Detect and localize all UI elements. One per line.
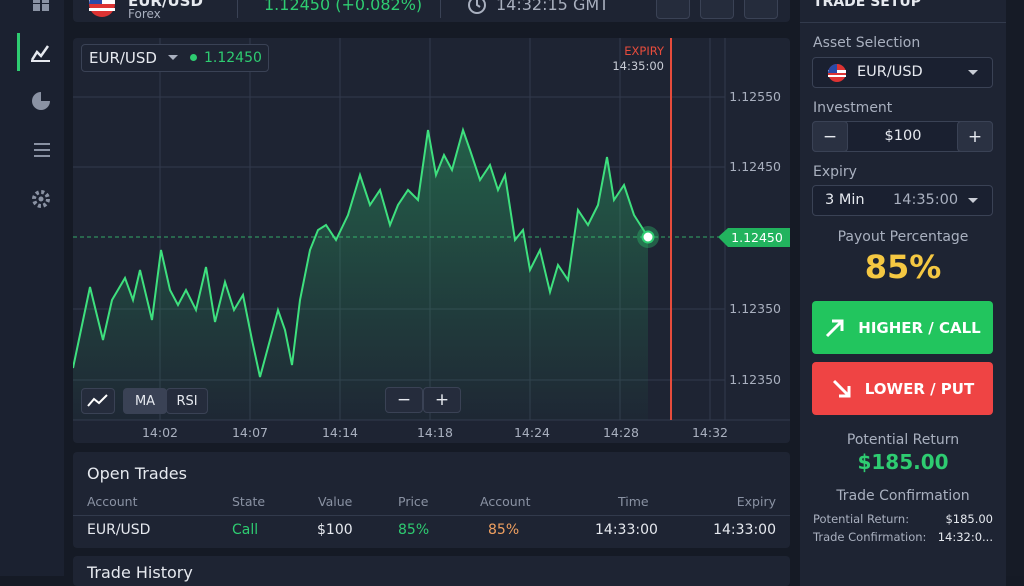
top-market: Forex	[128, 7, 161, 21]
cell: EUR/USD	[87, 522, 151, 538]
cell: Call	[232, 522, 259, 538]
column-header: Price	[398, 494, 429, 509]
trade-setup-panel	[800, 0, 1006, 586]
cell: 14:33:00	[713, 522, 776, 538]
down-arrow-icon	[832, 379, 851, 397]
cell: $100	[317, 522, 353, 538]
higher-call-button[interactable]: HIGHER / CALL	[812, 301, 993, 354]
dropdown-arrow	[968, 198, 978, 203]
payout-value: 85%	[864, 248, 942, 286]
column-header: Expiry	[736, 494, 776, 509]
price-line	[73, 126, 649, 378]
return-value: $185.00	[857, 450, 949, 474]
row-divider	[73, 515, 790, 516]
summary-label: Potential Return:	[813, 512, 910, 526]
scroll-gutter	[1006, 0, 1024, 576]
x-label: 14:07	[232, 425, 268, 440]
payout-label: Payout Percentage	[837, 229, 969, 245]
top-bar	[73, 0, 790, 22]
summary-value: $185.00	[945, 512, 993, 526]
expiry-label: EXPIRY	[624, 44, 665, 58]
return-label: Potential Return	[846, 432, 960, 448]
expiry-label: Expiry	[813, 164, 857, 180]
y-label: 1.12450	[729, 159, 781, 174]
sidebar-icons	[17, 0, 50, 208]
column-header: Time	[618, 494, 649, 509]
y-label: 1.12550	[729, 89, 781, 104]
asset-value: EUR/USD	[857, 64, 923, 80]
expiry-select[interactable]	[812, 185, 993, 216]
sidebar	[0, 0, 64, 576]
ma-button[interactable]: MA	[123, 388, 167, 414]
summary-label: Trade Confirmation:	[813, 530, 927, 544]
cell: 14:33:00	[595, 522, 658, 538]
open-trades-panel	[73, 452, 790, 548]
setup-title: TRADE SETUP	[813, 0, 922, 10]
summary-value: 14:32:0...	[937, 530, 993, 544]
top-time: 14:32:15 GMT	[496, 0, 609, 14]
info-button[interactable]	[744, 0, 778, 19]
fullscreen-button[interactable]	[700, 0, 734, 19]
lower-label: LOWER / PUT	[864, 379, 975, 398]
dropdown-arrow	[168, 55, 178, 60]
price-chart: 1.12450 1.12550 1.12450 1.12350 1.12350 …	[73, 38, 790, 440]
y-label: 1.12350	[729, 301, 781, 316]
divider	[237, 0, 238, 18]
rsi-button[interactable]: RSI	[166, 388, 208, 414]
x-label: 14:02	[142, 425, 178, 440]
clock-icon	[468, 0, 486, 14]
divider	[440, 0, 441, 18]
zoom-in[interactable]: +	[423, 387, 461, 413]
up-arrow-icon	[826, 319, 844, 337]
settings-button[interactable]	[656, 0, 690, 19]
flag-icon	[828, 64, 846, 82]
cell: 85%	[488, 522, 520, 538]
expiry-time: 14:35:00	[893, 192, 959, 208]
column-header: Account	[87, 494, 138, 509]
zoom-out[interactable]: −	[385, 387, 423, 413]
chart-type-button[interactable]	[81, 388, 115, 414]
top-price: 1.12450 (+0.082%)	[264, 0, 423, 14]
y-label: 1.12350	[729, 372, 781, 387]
price-area	[73, 130, 648, 420]
dropdown-arrow	[968, 70, 978, 75]
investment-value: $100	[884, 128, 922, 144]
column-header: State	[232, 494, 266, 509]
x-label: 14:28	[603, 425, 639, 440]
x-label: 14:24	[514, 425, 550, 440]
lower-put-button[interactable]: LOWER / PUT	[812, 362, 993, 415]
x-label: 14:32	[692, 425, 728, 440]
x-label: 14:14	[322, 425, 358, 440]
column-header: Value	[318, 494, 353, 509]
increment-button[interactable]: +	[957, 121, 993, 152]
investment-label: Investment	[813, 100, 893, 116]
current-dot	[641, 230, 655, 244]
column-header: Account	[480, 494, 531, 509]
divider	[800, 22, 1006, 23]
chart-asset: EUR/USD	[89, 49, 157, 67]
trade-history-title: Trade History	[87, 563, 193, 582]
flag-icon	[89, 0, 115, 17]
live-dot	[190, 54, 197, 61]
expiry-duration: 3 Min	[825, 192, 865, 208]
chart-price: 1.12450	[204, 50, 262, 66]
higher-label: HIGHER / CALL	[858, 318, 981, 337]
asset-label: Asset Selection	[813, 35, 921, 51]
top-asset: EUR/USD	[128, 0, 203, 10]
open-trades-title: Open Trades	[87, 464, 187, 483]
decrement-button[interactable]: −	[812, 121, 848, 152]
cell: 85%	[398, 522, 430, 538]
current-price-tag	[718, 228, 790, 247]
expiry-time: 14:35:00	[612, 59, 664, 73]
x-label: 14:18	[417, 425, 453, 440]
confirmation-title: Trade Confirmation	[836, 488, 970, 504]
line-icon	[87, 394, 108, 407]
current-price-label: 1.12450	[731, 230, 783, 245]
